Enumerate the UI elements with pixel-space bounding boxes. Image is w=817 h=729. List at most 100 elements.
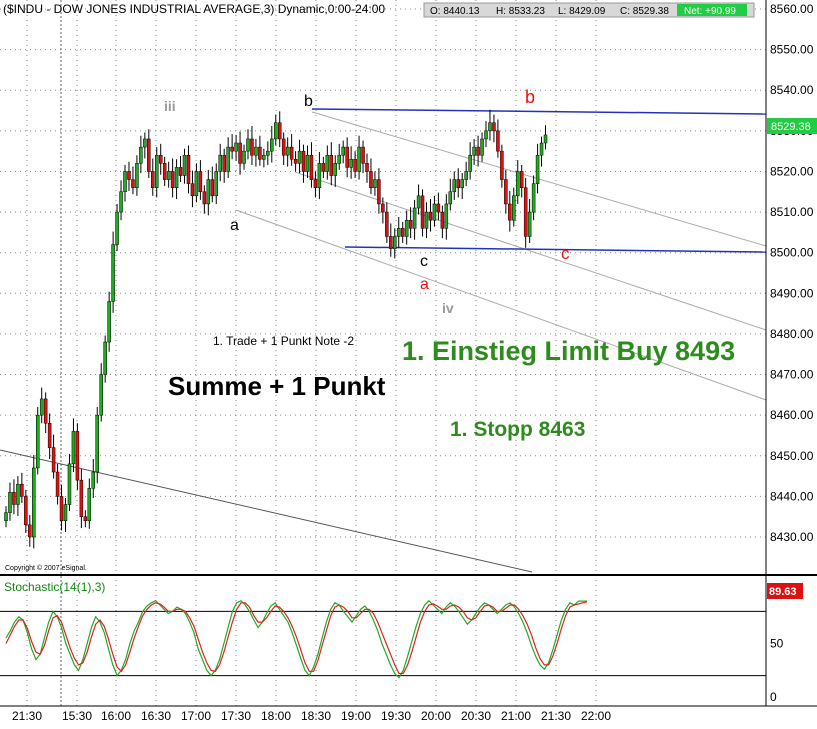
candle-down bbox=[83, 516, 88, 522]
time-tick-label: 18:00 bbox=[261, 709, 291, 723]
candle-up bbox=[8, 492, 12, 513]
stochastic-tick-label: 50 bbox=[770, 637, 784, 651]
stochastic-title: Stochastic(14(1),3) bbox=[4, 580, 105, 594]
time-tick-label: 20:00 bbox=[421, 709, 451, 723]
candle-down bbox=[313, 179, 318, 188]
candle-down bbox=[519, 171, 524, 188]
candle-down bbox=[420, 195, 425, 229]
net-change-badge bbox=[677, 4, 747, 16]
candle-up bbox=[115, 211, 119, 245]
candle-down bbox=[190, 183, 195, 197]
stochastic-d-line bbox=[5, 601, 588, 675]
time-tick-label: 20:30 bbox=[461, 709, 491, 723]
candle-up bbox=[154, 154, 159, 188]
candle-up bbox=[512, 195, 516, 221]
candle-up bbox=[91, 471, 96, 489]
candle-up bbox=[119, 191, 123, 213]
candle-up bbox=[182, 154, 187, 176]
candle-up bbox=[349, 159, 353, 168]
candle-down bbox=[147, 138, 151, 172]
wave-label-b-black: b bbox=[304, 93, 313, 110]
candle-down bbox=[24, 496, 28, 526]
ohlc-open: O: 8440.13 bbox=[430, 6, 480, 17]
price-tick-label: 8470.00 bbox=[770, 368, 814, 382]
candle-up bbox=[166, 171, 171, 180]
candle-down bbox=[230, 146, 234, 152]
candle-down bbox=[127, 171, 131, 180]
candle-up bbox=[488, 122, 492, 132]
time-tick-label: 21:30 bbox=[12, 709, 42, 723]
candle-down bbox=[329, 154, 334, 176]
stochastic-k-line bbox=[5, 599, 587, 679]
price-tick-label: 8500.00 bbox=[770, 246, 814, 260]
stochastic-tick-label: 0 bbox=[770, 690, 777, 704]
candle-down bbox=[293, 159, 298, 164]
candle-down bbox=[47, 423, 52, 448]
candle-up bbox=[242, 150, 246, 164]
candle-up bbox=[452, 179, 457, 193]
time-tick-label: 19:30 bbox=[381, 709, 411, 723]
candle-up bbox=[317, 163, 322, 188]
ohlc-readout: O: 8440.13 H: 8533.23 L: 8429.09 C: 8529… bbox=[423, 2, 755, 18]
candle-down bbox=[277, 122, 282, 140]
time-tick-label: 16:30 bbox=[141, 709, 171, 723]
candle-up bbox=[234, 142, 238, 152]
wave-label-a-black: a bbox=[230, 217, 239, 234]
candle-down bbox=[131, 179, 135, 188]
candle-down bbox=[28, 524, 32, 538]
price-tick-label: 8560.00 bbox=[770, 2, 814, 16]
candle-up bbox=[448, 191, 453, 205]
candle-up bbox=[246, 138, 250, 152]
candle-down bbox=[51, 447, 56, 473]
last-price-marker bbox=[767, 118, 817, 134]
price-tick-label: 8440.00 bbox=[770, 489, 814, 503]
candle-up bbox=[218, 154, 222, 172]
candle-down bbox=[476, 146, 480, 156]
time-tick-label: 21:30 bbox=[541, 709, 571, 723]
price-tick-label: 8520.00 bbox=[770, 164, 814, 178]
price-tick-label: 8490.00 bbox=[770, 286, 814, 300]
price-tick-label: 8510.00 bbox=[770, 205, 814, 219]
candle-up bbox=[4, 512, 8, 522]
candle-up bbox=[32, 467, 36, 538]
ohlc-box bbox=[423, 2, 755, 18]
wave-label-b-red: b bbox=[525, 87, 535, 107]
candle-down bbox=[186, 154, 191, 184]
ohlc-high: H: 8533.23 bbox=[496, 6, 545, 17]
time-tick-label: 16:00 bbox=[101, 709, 131, 723]
candle-down bbox=[500, 150, 504, 180]
candle-down bbox=[158, 154, 163, 164]
candle-up bbox=[35, 414, 40, 469]
price-panel bbox=[0, 0, 766, 574]
last-price-label: 8529.38 bbox=[771, 121, 811, 133]
candle-down bbox=[198, 171, 203, 193]
candle-up bbox=[16, 483, 20, 505]
candle-up bbox=[139, 146, 143, 164]
candle-down bbox=[202, 191, 207, 205]
candle-up bbox=[103, 341, 107, 375]
candle-up bbox=[337, 154, 341, 164]
candle-down bbox=[428, 211, 433, 221]
candle-down bbox=[345, 146, 349, 168]
candle-up bbox=[464, 171, 468, 180]
candle-up bbox=[63, 504, 68, 522]
candle-up bbox=[297, 150, 302, 164]
candle-down bbox=[400, 228, 405, 237]
candle-down bbox=[162, 163, 167, 180]
candle-down bbox=[508, 203, 512, 221]
candle-down bbox=[408, 219, 413, 229]
candle-up bbox=[107, 301, 111, 343]
candle-up bbox=[305, 154, 310, 172]
candle-up bbox=[480, 138, 484, 156]
candle-down bbox=[250, 138, 254, 156]
candle-up bbox=[472, 146, 476, 156]
time-tick-label: 17:30 bbox=[221, 709, 251, 723]
candle-up bbox=[285, 146, 290, 156]
candle-up bbox=[412, 207, 417, 229]
channel-lower bbox=[235, 209, 767, 401]
wave-label-c-red: c bbox=[561, 244, 570, 263]
candle-up bbox=[206, 179, 211, 205]
price-tick-label: 8540.00 bbox=[770, 83, 814, 97]
candle-down bbox=[55, 471, 60, 497]
candle-down bbox=[369, 171, 373, 188]
